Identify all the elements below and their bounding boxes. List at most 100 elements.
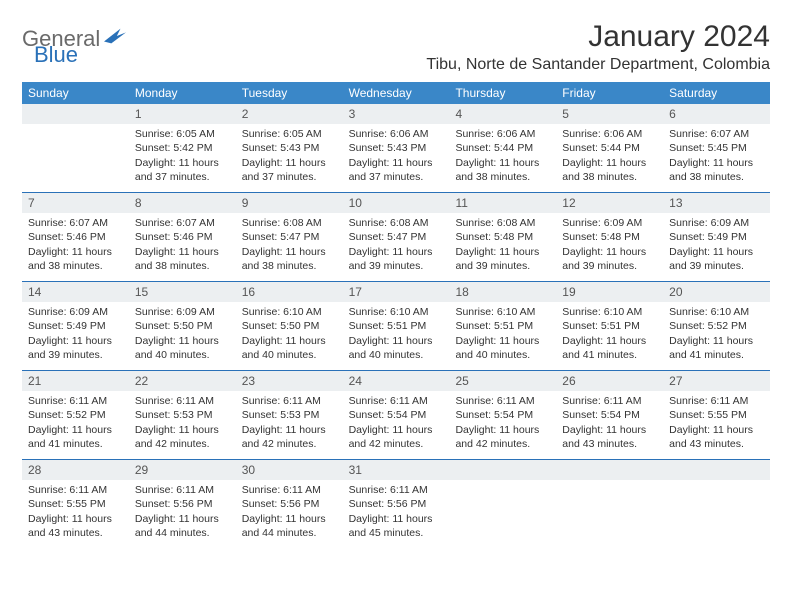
calendar-day: 29Sunrise: 6:11 AMSunset: 5:56 PMDayligh… <box>129 460 236 548</box>
day-detail-line: Sunrise: 6:07 AM <box>28 216 123 230</box>
calendar-day: 5Sunrise: 6:06 AMSunset: 5:44 PMDaylight… <box>556 104 663 192</box>
day-details: Sunrise: 6:08 AMSunset: 5:48 PMDaylight:… <box>449 213 556 279</box>
day-detail-line: Sunset: 5:56 PM <box>242 497 337 511</box>
day-detail-line: Sunset: 5:47 PM <box>242 230 337 244</box>
day-detail-line: Sunset: 5:48 PM <box>562 230 657 244</box>
day-number: 24 <box>343 371 450 391</box>
day-detail-line: Sunset: 5:45 PM <box>669 141 764 155</box>
day-detail-line: Daylight: 11 hours <box>562 245 657 259</box>
calendar-day: 20Sunrise: 6:10 AMSunset: 5:52 PMDayligh… <box>663 282 770 370</box>
day-detail-line: and 43 minutes. <box>28 526 123 540</box>
day-number <box>449 460 556 480</box>
day-number: 27 <box>663 371 770 391</box>
day-details: Sunrise: 6:05 AMSunset: 5:42 PMDaylight:… <box>129 124 236 190</box>
day-detail-line: Sunset: 5:51 PM <box>349 319 444 333</box>
day-detail-line: Sunrise: 6:11 AM <box>349 483 444 497</box>
day-detail-line: Sunset: 5:42 PM <box>135 141 230 155</box>
day-detail-line: Sunset: 5:53 PM <box>242 408 337 422</box>
day-detail-line: Sunset: 5:50 PM <box>135 319 230 333</box>
calendar-day: 19Sunrise: 6:10 AMSunset: 5:51 PMDayligh… <box>556 282 663 370</box>
day-detail-line: Sunrise: 6:11 AM <box>135 483 230 497</box>
day-detail-line: and 43 minutes. <box>562 437 657 451</box>
day-details: Sunrise: 6:09 AMSunset: 5:49 PMDaylight:… <box>22 302 129 368</box>
calendar-day: 30Sunrise: 6:11 AMSunset: 5:56 PMDayligh… <box>236 460 343 548</box>
day-details: Sunrise: 6:07 AMSunset: 5:45 PMDaylight:… <box>663 124 770 190</box>
day-detail-line: Sunrise: 6:08 AM <box>242 216 337 230</box>
calendar-day: 18Sunrise: 6:10 AMSunset: 5:51 PMDayligh… <box>449 282 556 370</box>
day-details: Sunrise: 6:10 AMSunset: 5:51 PMDaylight:… <box>556 302 663 368</box>
day-detail-line: Daylight: 11 hours <box>28 245 123 259</box>
calendar-day: 3Sunrise: 6:06 AMSunset: 5:43 PMDaylight… <box>343 104 450 192</box>
day-detail-line: Daylight: 11 hours <box>28 423 123 437</box>
day-detail-line: and 37 minutes. <box>135 170 230 184</box>
day-detail-line: Daylight: 11 hours <box>669 245 764 259</box>
day-detail-line: and 38 minutes. <box>135 259 230 273</box>
day-details <box>22 124 129 184</box>
day-details: Sunrise: 6:11 AMSunset: 5:55 PMDaylight:… <box>663 391 770 457</box>
brand-logo-blue: Blue <box>34 42 78 68</box>
day-details: Sunrise: 6:05 AMSunset: 5:43 PMDaylight:… <box>236 124 343 190</box>
day-detail-line: and 39 minutes. <box>455 259 550 273</box>
calendar-week-row: 14Sunrise: 6:09 AMSunset: 5:49 PMDayligh… <box>22 282 770 371</box>
day-details: Sunrise: 6:10 AMSunset: 5:52 PMDaylight:… <box>663 302 770 368</box>
day-detail-line: and 40 minutes. <box>135 348 230 362</box>
calendar-day: 14Sunrise: 6:09 AMSunset: 5:49 PMDayligh… <box>22 282 129 370</box>
day-number: 12 <box>556 193 663 213</box>
day-detail-line: Daylight: 11 hours <box>135 512 230 526</box>
weekday-header-row: SundayMondayTuesdayWednesdayThursdayFrid… <box>22 82 770 104</box>
calendar-day: 9Sunrise: 6:08 AMSunset: 5:47 PMDaylight… <box>236 193 343 281</box>
day-details: Sunrise: 6:11 AMSunset: 5:54 PMDaylight:… <box>449 391 556 457</box>
day-detail-line: Sunrise: 6:10 AM <box>349 305 444 319</box>
day-details: Sunrise: 6:09 AMSunset: 5:49 PMDaylight:… <box>663 213 770 279</box>
day-detail-line: Sunrise: 6:11 AM <box>28 394 123 408</box>
day-detail-line: and 38 minutes. <box>28 259 123 273</box>
day-number: 14 <box>22 282 129 302</box>
day-detail-line: Sunset: 5:46 PM <box>28 230 123 244</box>
day-detail-line: and 37 minutes. <box>242 170 337 184</box>
day-details: Sunrise: 6:08 AMSunset: 5:47 PMDaylight:… <box>343 213 450 279</box>
day-number: 22 <box>129 371 236 391</box>
day-detail-line: Daylight: 11 hours <box>455 423 550 437</box>
day-details: Sunrise: 6:07 AMSunset: 5:46 PMDaylight:… <box>22 213 129 279</box>
day-number: 19 <box>556 282 663 302</box>
day-detail-line: Sunrise: 6:10 AM <box>669 305 764 319</box>
day-number: 25 <box>449 371 556 391</box>
day-detail-line: Sunrise: 6:10 AM <box>455 305 550 319</box>
day-number: 18 <box>449 282 556 302</box>
day-number <box>22 104 129 124</box>
weekday-header: Monday <box>129 82 236 104</box>
day-detail-line: Sunrise: 6:07 AM <box>669 127 764 141</box>
day-detail-line: Sunset: 5:54 PM <box>562 408 657 422</box>
day-detail-line: and 38 minutes. <box>455 170 550 184</box>
calendar-page: General January 2024 Tibu, Norte de Sant… <box>0 0 792 568</box>
day-detail-line: Daylight: 11 hours <box>349 156 444 170</box>
day-details: Sunrise: 6:11 AMSunset: 5:53 PMDaylight:… <box>129 391 236 457</box>
day-detail-line: Sunrise: 6:06 AM <box>562 127 657 141</box>
day-detail-line: Sunset: 5:51 PM <box>562 319 657 333</box>
day-detail-line: Daylight: 11 hours <box>135 156 230 170</box>
day-detail-line: Sunset: 5:44 PM <box>455 141 550 155</box>
day-details: Sunrise: 6:06 AMSunset: 5:44 PMDaylight:… <box>449 124 556 190</box>
day-detail-line: Sunset: 5:53 PM <box>135 408 230 422</box>
day-number: 31 <box>343 460 450 480</box>
page-header: General January 2024 Tibu, Norte de Sant… <box>22 20 770 74</box>
day-detail-line: Sunrise: 6:05 AM <box>135 127 230 141</box>
day-detail-line: Sunrise: 6:11 AM <box>28 483 123 497</box>
calendar-day: 12Sunrise: 6:09 AMSunset: 5:48 PMDayligh… <box>556 193 663 281</box>
calendar-day-empty <box>22 104 129 192</box>
day-details: Sunrise: 6:06 AMSunset: 5:44 PMDaylight:… <box>556 124 663 190</box>
day-detail-line: Sunset: 5:55 PM <box>669 408 764 422</box>
calendar-day: 31Sunrise: 6:11 AMSunset: 5:56 PMDayligh… <box>343 460 450 548</box>
day-detail-line: Daylight: 11 hours <box>349 334 444 348</box>
day-number: 5 <box>556 104 663 124</box>
day-number: 26 <box>556 371 663 391</box>
day-detail-line: and 42 minutes. <box>349 437 444 451</box>
calendar-day-empty <box>449 460 556 548</box>
day-details: Sunrise: 6:10 AMSunset: 5:50 PMDaylight:… <box>236 302 343 368</box>
flag-icon <box>104 28 126 44</box>
calendar-week-row: 1Sunrise: 6:05 AMSunset: 5:42 PMDaylight… <box>22 104 770 193</box>
weeks-container: 1Sunrise: 6:05 AMSunset: 5:42 PMDaylight… <box>22 104 770 548</box>
day-detail-line: and 38 minutes. <box>562 170 657 184</box>
day-detail-line: Sunset: 5:44 PM <box>562 141 657 155</box>
calendar-day: 28Sunrise: 6:11 AMSunset: 5:55 PMDayligh… <box>22 460 129 548</box>
